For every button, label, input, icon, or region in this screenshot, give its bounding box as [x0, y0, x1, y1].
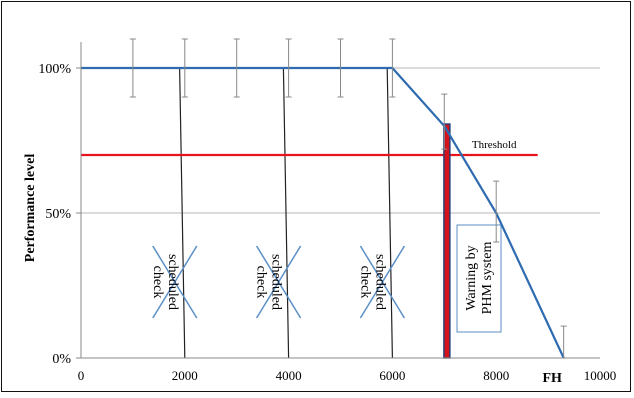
warning-label-box [456, 224, 502, 333]
x-axis-title: FH [542, 371, 562, 386]
y-tick-label: 50% [45, 207, 71, 222]
scheduled-checks: scheduledcheck scheduledcheck scheduledche… [150, 67, 406, 359]
error-bar [441, 93, 448, 150]
chart-frame: scheduledcheck scheduledcheck scheduledche… [1, 1, 631, 392]
x-tick-label: 6000 [379, 368, 405, 383]
x-tick-label: 0 [78, 368, 85, 383]
scheduled-check: scheduledcheck [254, 67, 302, 359]
cross-mark [152, 245, 198, 319]
warning-label: Warning byPHM system [464, 242, 495, 315]
error-bar [285, 38, 292, 98]
check-label: scheduledcheck [357, 254, 387, 310]
error-bar [181, 38, 188, 98]
check-line [179, 67, 186, 359]
threshold-label: Threshold [472, 139, 517, 151]
check-line [282, 67, 290, 359]
y-axis-title: Performance level [23, 154, 38, 263]
axes: 0% 50% 100% 0 2000 4000 6000 8000 10000 FH Perform… [23, 42, 616, 386]
check-label: scheduledcheck [150, 254, 180, 310]
error-bars [129, 38, 567, 359]
warning-bar [443, 123, 451, 359]
check-line [386, 67, 393, 359]
cross-mark [255, 245, 302, 319]
y-tick-label: 100% [38, 62, 71, 77]
x-tick-label: 8000 [483, 368, 509, 383]
phm-warning: Warning byPHM system [443, 123, 502, 359]
error-bar [493, 180, 500, 243]
scheduled-check: scheduledcheck [357, 67, 406, 359]
error-bar [337, 38, 344, 98]
scheduled-check: scheduledcheck [150, 67, 198, 359]
check-label: scheduledcheck [254, 254, 284, 310]
x-tick-label: 4000 [276, 368, 302, 383]
y-tick-label: 0% [52, 352, 71, 367]
cross-mark [359, 245, 406, 319]
error-bar [389, 38, 396, 98]
performance-chart: scheduledcheck scheduledcheck scheduledche… [23, 38, 616, 386]
error-bar [129, 38, 136, 98]
threshold: Threshold [81, 139, 538, 157]
x-tick-label: 10000 [584, 368, 617, 383]
x-tick-label: 2000 [172, 368, 198, 383]
error-bar [233, 38, 240, 98]
